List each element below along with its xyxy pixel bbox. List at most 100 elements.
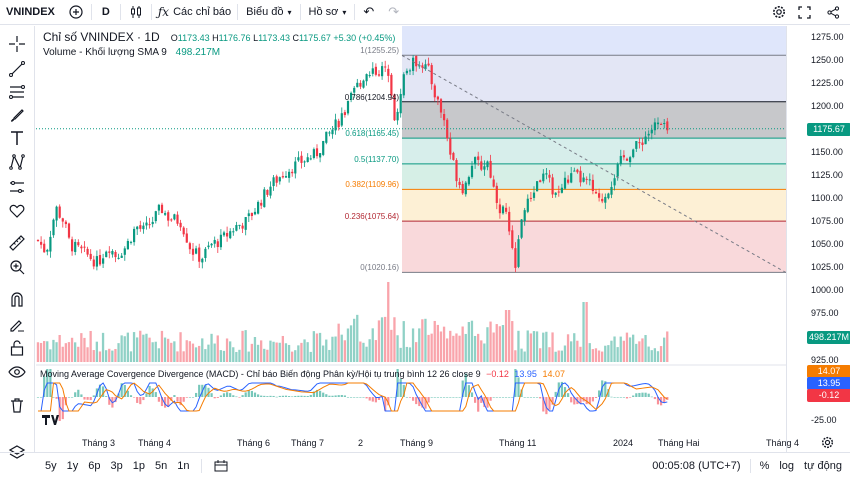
fib-level-label: 0(1020.16) [360,263,399,273]
range-1d[interactable]: 1n [177,459,190,472]
fib-retracement[interactable] [402,26,786,273]
log-toggle[interactable]: log [779,459,795,472]
candle [368,75,371,77]
candle [629,157,632,163]
interval-button[interactable]: D [92,0,120,25]
price-axis-label: 925.00 [811,355,839,365]
layers-icon[interactable] [8,444,26,462]
candle [58,206,61,218]
volume-bar [142,334,145,362]
chart-type-menu[interactable]: Biểu đồ ▾ [238,0,299,25]
candles-icon [130,6,141,18]
indicators-button[interactable]: ƒx Các chỉ báo [152,0,237,25]
percent-toggle[interactable]: % [759,459,770,472]
symbol-search[interactable]: VNINDEX [0,0,61,25]
volume-bar [207,344,210,362]
macd-histogram-bar [594,397,598,398]
macd-histogram-bar [495,397,498,398]
volume-bar [663,337,666,362]
volume-bar [83,337,86,362]
chart-canvas[interactable] [36,26,786,452]
volume-bar [263,348,266,362]
magnet-icon[interactable] [8,290,26,308]
candle [219,234,222,248]
volume-bar [194,347,198,362]
range-1y[interactable]: 1y [66,459,79,472]
candle [470,165,474,178]
fib-retracement-icon[interactable] [8,83,26,101]
auto-scale-toggle[interactable]: tự động [804,459,842,472]
chart-area[interactable]: 1(1255.25) 0.786(1204.94) 0.618(1165.45) 0.… [36,26,799,452]
divider [150,4,152,20]
candle [117,257,120,259]
text-icon[interactable] [8,129,26,147]
chart-style-button[interactable] [121,0,151,25]
candle [164,213,167,215]
lock-icon[interactable] [8,339,26,357]
price-axis[interactable]: 1275.00 1250.00 1225.00 1200.00 1150.00 … [786,26,850,452]
fullscreen-button[interactable] [792,0,817,25]
forecast-icon[interactable] [8,178,26,196]
macd-histogram-bar [588,397,591,405]
volume-bar [408,347,412,362]
range-3m[interactable]: 3p [110,459,123,472]
divider [749,458,751,473]
candle [359,82,362,87]
symbol-title: Chỉ số VNINDEX · 1D [43,30,160,44]
candle [529,197,532,199]
candle [55,206,58,221]
macd-histogram-bar [92,395,95,397]
candle [288,171,291,178]
macd-histogram-bar [244,392,247,397]
candle [666,121,669,131]
candle [539,180,542,183]
settings-button[interactable] [766,0,792,25]
volume-bar [340,334,343,362]
undo-button[interactable]: ↶ [355,0,382,25]
trend-line[interactable] [401,55,786,273]
macd-histogram-bar [567,393,570,397]
candle [573,170,576,172]
share-button[interactable] [817,0,850,25]
brush-icon[interactable] [8,106,26,124]
volume-bar [504,310,508,362]
candle [570,173,573,183]
candle [399,93,402,114]
range-5d[interactable]: 5n [155,459,168,472]
trend-line-icon[interactable] [8,60,26,78]
volume-bar [597,350,601,362]
timezone-button[interactable]: 00:05:08 (UTC+7) [652,459,741,472]
candle [207,245,210,248]
candle [545,173,548,175]
eye-icon[interactable] [8,363,26,381]
candle [489,160,492,178]
zoom-in-icon[interactable] [8,258,26,276]
volume-bar [225,338,229,362]
drawing-mode-icon[interactable] [8,315,26,333]
ruler-icon[interactable] [8,234,26,252]
range-6m[interactable]: 6p [88,459,101,472]
macd-histogram-bar [591,397,594,402]
macd-histogram-bar [148,385,151,397]
profile-menu[interactable]: Hồ sơ ▾ [301,0,355,25]
candle [607,193,610,199]
candle [260,202,263,206]
macd-histogram-bar [188,397,191,398]
trash-icon[interactable] [8,396,26,414]
redo-button[interactable]: ↷ [382,0,405,25]
volume-bar [160,330,164,362]
date-range-icon[interactable] [214,459,228,472]
heart-icon[interactable] [8,202,26,220]
range-5y[interactable]: 5y [45,459,57,472]
range-1m[interactable]: 1p [132,459,145,472]
candle [343,112,346,116]
volume-bar [284,343,288,362]
pattern-icon[interactable] [8,153,26,171]
add-symbol-button[interactable] [61,0,91,25]
chart-settings-icon[interactable] [821,436,834,449]
crosshair-icon[interactable] [8,35,26,53]
macd-histogram-bar [195,392,198,397]
volume-bar [58,334,61,362]
candle [396,111,399,121]
macd-histogram-bar [470,392,474,397]
